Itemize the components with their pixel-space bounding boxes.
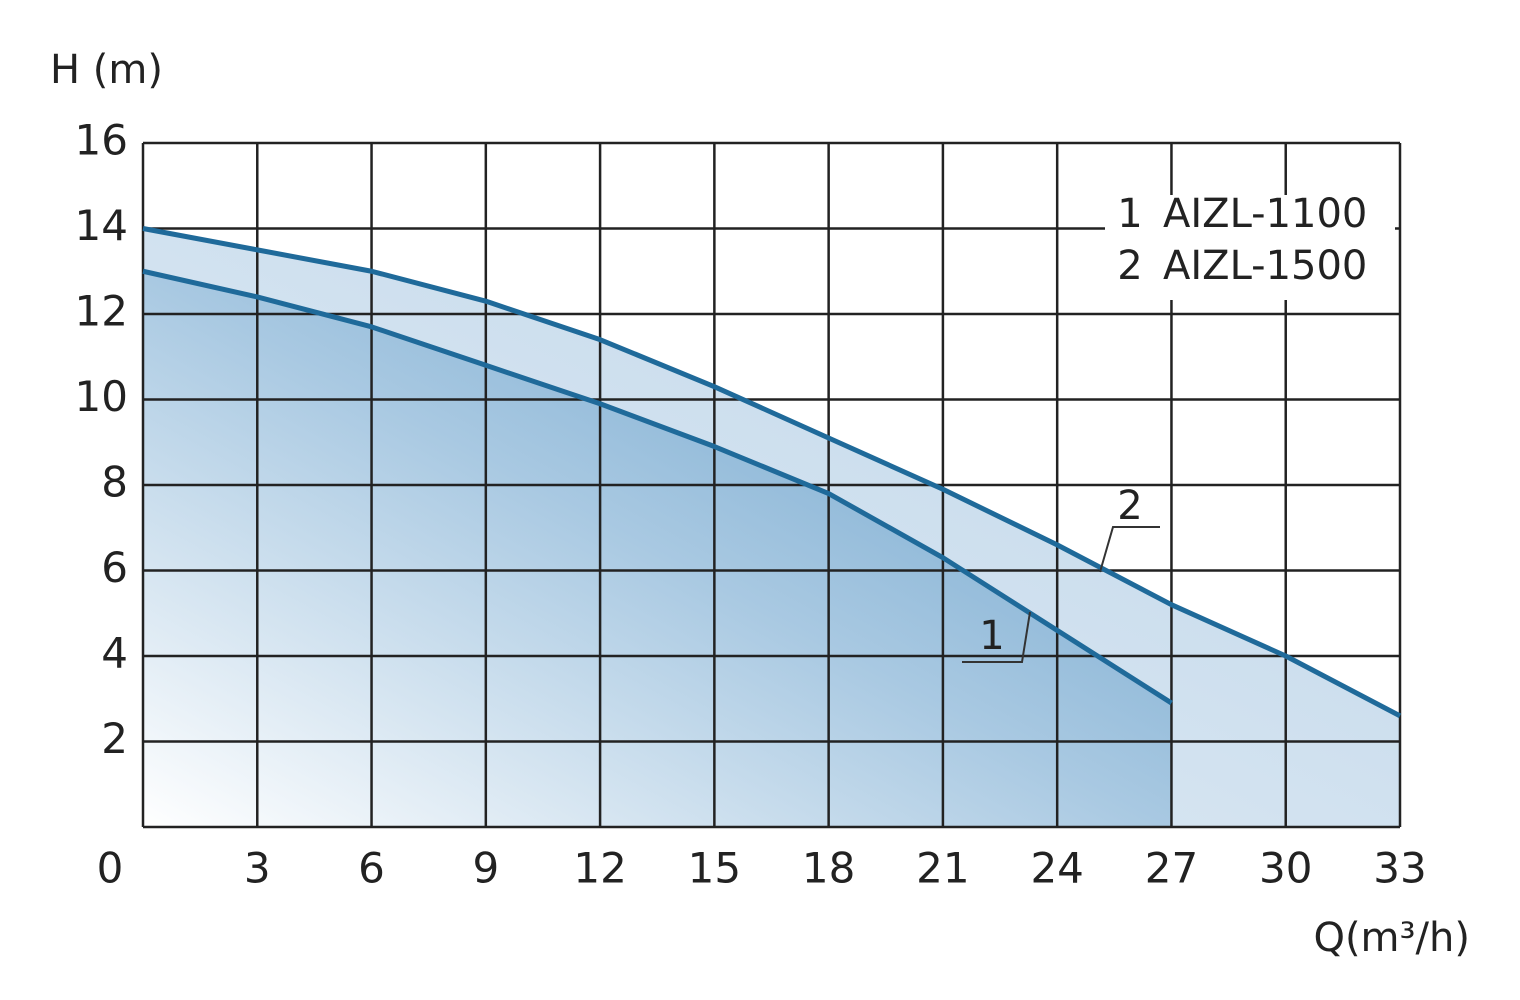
- x-tick-label: 6: [358, 844, 385, 893]
- x-tick-label: 12: [573, 844, 626, 893]
- y-axis-label: H (m): [50, 47, 163, 93]
- legend-number: 1: [1117, 191, 1142, 237]
- y-tick-label: 4: [101, 629, 128, 678]
- x-tick-label: 3: [244, 844, 271, 893]
- curve: [142, 268, 1173, 706]
- x-tick-label: 24: [1030, 844, 1083, 893]
- y-tick-label: 16: [75, 116, 128, 165]
- x-tick-label: 21: [916, 844, 969, 893]
- x-tick-label: 33: [1373, 844, 1426, 893]
- x-tick-label: 30: [1259, 844, 1312, 893]
- x-axis-label: Q(m³/h): [1313, 915, 1470, 961]
- curve: [142, 226, 1402, 719]
- x-tick-label: 0: [97, 844, 124, 893]
- leader-line: [962, 611, 1031, 663]
- curve-label: 1: [979, 613, 1004, 659]
- leader-line: [1099, 526, 1160, 573]
- y-tick-label: 6: [101, 543, 128, 592]
- y-tick-label: 12: [75, 287, 128, 336]
- x-tick-label: 15: [688, 844, 741, 893]
- curve-label: 2: [1117, 483, 1142, 529]
- y-tick-label: 14: [75, 201, 128, 250]
- x-tick-label: 18: [802, 844, 855, 893]
- x-tick-label: 27: [1145, 844, 1198, 893]
- legend-entry: AIZL-1100: [1163, 191, 1367, 237]
- legend-number: 2: [1117, 243, 1142, 289]
- y-tick-label: 2: [101, 714, 128, 763]
- x-tick-label: 9: [472, 844, 499, 893]
- y-tick-label: 8: [101, 458, 128, 507]
- legend-background: [1105, 195, 1395, 300]
- y-tick-label: 10: [75, 372, 128, 421]
- area: [143, 271, 1172, 827]
- legend-entry: AIZL-1500: [1163, 243, 1367, 289]
